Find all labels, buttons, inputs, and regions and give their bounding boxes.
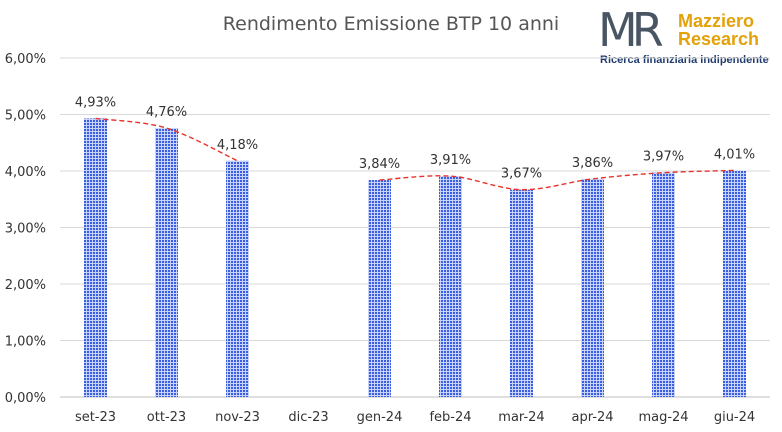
bar — [439, 176, 462, 397]
x-tick-label: feb-24 — [429, 410, 471, 425]
bar — [84, 118, 107, 397]
trend-line — [95, 117, 238, 162]
data-label: 4,93% — [75, 95, 116, 110]
data-label: 3,86% — [572, 156, 613, 171]
data-label: 4,01% — [714, 147, 755, 162]
data-label: 3,67% — [501, 167, 542, 182]
x-tick-label: mar-24 — [498, 410, 544, 425]
y-tick-label: 0,00% — [5, 391, 46, 406]
x-tick-label: apr-24 — [572, 410, 614, 425]
logo-mark: MR — [598, 3, 664, 57]
y-tick-label: 1,00% — [5, 335, 46, 350]
x-tick-label: gen-24 — [357, 410, 403, 425]
logo: MR Mazziero Research Ricerca finanziaria… — [598, 6, 778, 68]
logo-tagline: Ricerca finanziaria indipendente — [600, 54, 769, 66]
data-label: 3,84% — [359, 157, 400, 172]
y-tick-label: 6,00% — [5, 52, 46, 67]
logo-name-line1: Mazziero — [678, 11, 755, 31]
x-tick-label: ott-23 — [147, 410, 186, 425]
chart-title: Rendimento Emissione BTP 10 anni — [223, 13, 559, 35]
x-tick-label: giu-24 — [714, 410, 755, 425]
y-tick-label: 2,00% — [5, 278, 46, 293]
bar — [652, 172, 675, 397]
x-tick-label: nov-23 — [215, 410, 260, 425]
bar — [155, 128, 178, 397]
x-tick-label: mag-24 — [638, 410, 688, 425]
bar — [581, 178, 604, 397]
bar — [226, 160, 249, 397]
logo-name-line2: Research — [678, 29, 760, 49]
x-tick-label: set-23 — [75, 410, 116, 425]
bar — [368, 180, 391, 397]
bar — [510, 189, 533, 397]
y-tick-label: 5,00% — [5, 109, 46, 124]
y-tick-label: 4,00% — [5, 165, 46, 180]
logo-name: Mazziero Research — [678, 12, 778, 48]
data-label: 3,97% — [643, 150, 684, 165]
data-label: 4,76% — [146, 105, 187, 120]
y-tick-label: 3,00% — [5, 222, 46, 237]
bar — [723, 170, 746, 397]
data-label: 3,91% — [430, 153, 471, 168]
data-label: 4,18% — [217, 138, 258, 153]
trend-line — [379, 169, 735, 191]
x-tick-label: dic-23 — [288, 410, 328, 425]
